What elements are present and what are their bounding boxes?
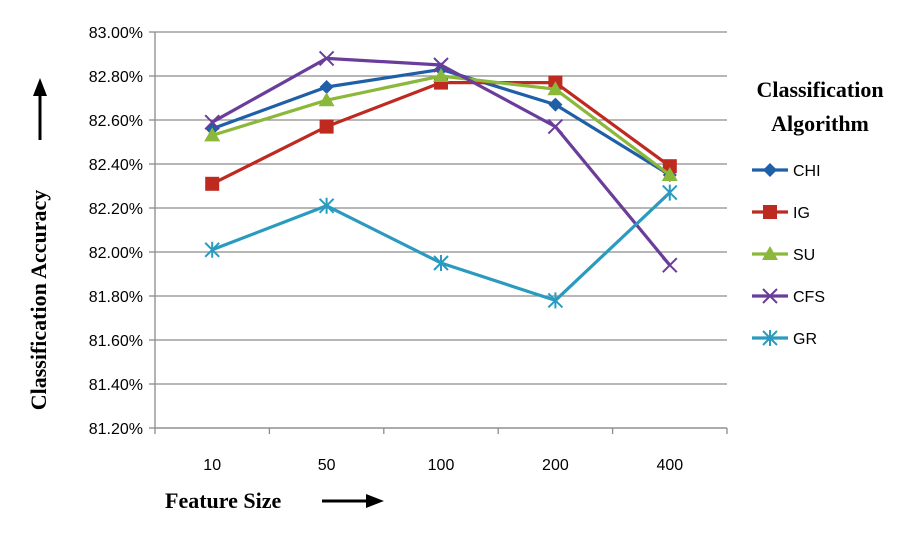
marker-square bbox=[205, 176, 220, 191]
marker-triangle bbox=[547, 81, 564, 96]
legend-label: GR bbox=[793, 331, 817, 348]
y-tick-label: 81.40% bbox=[89, 377, 143, 394]
y-tick-label: 81.80% bbox=[89, 289, 143, 306]
y-tick-label: 82.00% bbox=[89, 245, 143, 262]
x-tick-label: 100 bbox=[428, 457, 455, 474]
series-group bbox=[204, 50, 678, 309]
marker-triangle bbox=[204, 127, 221, 142]
series-cfs bbox=[204, 50, 678, 273]
y-tick-label: 82.20% bbox=[89, 201, 143, 218]
series-su bbox=[204, 68, 678, 181]
y-tick-label: 83.00% bbox=[89, 25, 143, 42]
y-tick-label: 81.60% bbox=[89, 333, 143, 350]
series-gr bbox=[204, 184, 678, 309]
x-tick-label: 200 bbox=[542, 457, 569, 474]
marker-square bbox=[319, 119, 334, 134]
x-axis-arrow-icon bbox=[322, 494, 384, 508]
legend-label: CHI bbox=[793, 163, 821, 180]
legend-item-gr: GR bbox=[752, 330, 817, 348]
legend-label: IG bbox=[793, 205, 810, 222]
legend-item-ig: IG bbox=[752, 205, 810, 222]
legend-item-cfs: CFS bbox=[752, 288, 825, 306]
series-line-su bbox=[211, 74, 671, 177]
x-tick-label: 10 bbox=[203, 457, 221, 474]
marker-asterisk bbox=[433, 255, 449, 271]
y-tick-label: 81.20% bbox=[89, 421, 143, 438]
legend: CHI IG SU CFS GR bbox=[752, 163, 825, 348]
marker-square bbox=[763, 205, 777, 219]
marker-x bbox=[318, 50, 335, 67]
marker-square bbox=[662, 159, 677, 174]
legend-label: SU bbox=[793, 247, 815, 264]
gridlines bbox=[149, 31, 728, 434]
x-axis-title: Feature Size bbox=[165, 488, 282, 513]
marker-x bbox=[433, 57, 449, 73]
legend-item-chi: CHI bbox=[752, 163, 821, 180]
marker-x bbox=[762, 288, 778, 304]
x-tick-label: 400 bbox=[656, 457, 683, 474]
marker-x bbox=[547, 118, 564, 135]
marker-diamond bbox=[319, 80, 334, 94]
y-tick-labels: 81.20% 81.40% 81.60% 81.80% 82.00% 82.20% 82.4… bbox=[89, 25, 143, 438]
marker-diamond bbox=[763, 163, 777, 177]
y-tick-label: 82.60% bbox=[89, 113, 143, 130]
marker-triangle bbox=[318, 92, 335, 107]
marker-triangle bbox=[433, 68, 449, 82]
y-axis-title: Classification Accuracy bbox=[26, 190, 51, 411]
marker-asterisk bbox=[762, 330, 778, 346]
marker-triangle bbox=[762, 246, 778, 260]
marker-asterisk bbox=[662, 184, 678, 201]
x-tick-labels: 10 50 100 200 400 bbox=[203, 457, 683, 474]
y-tick-label: 82.80% bbox=[89, 69, 143, 86]
series-ig bbox=[205, 75, 677, 191]
marker-asterisk bbox=[318, 197, 335, 214]
legend-label: CFS bbox=[793, 289, 825, 306]
marker-x bbox=[204, 114, 220, 130]
series-line-gr bbox=[211, 191, 671, 302]
legend-item-su: SU bbox=[752, 246, 815, 264]
y-axis-arrow-icon bbox=[33, 78, 47, 140]
legend-title-line-2: Algorithm bbox=[771, 111, 869, 136]
marker-x bbox=[662, 257, 678, 273]
marker-diamond bbox=[548, 97, 563, 112]
marker-triangle bbox=[661, 167, 678, 181]
marker-asterisk bbox=[204, 241, 220, 258]
marker-asterisk bbox=[547, 292, 564, 309]
y-tick-label: 82.40% bbox=[89, 157, 143, 174]
x-tick-label: 50 bbox=[318, 457, 336, 474]
legend-title-line-1: Classification bbox=[756, 77, 883, 102]
